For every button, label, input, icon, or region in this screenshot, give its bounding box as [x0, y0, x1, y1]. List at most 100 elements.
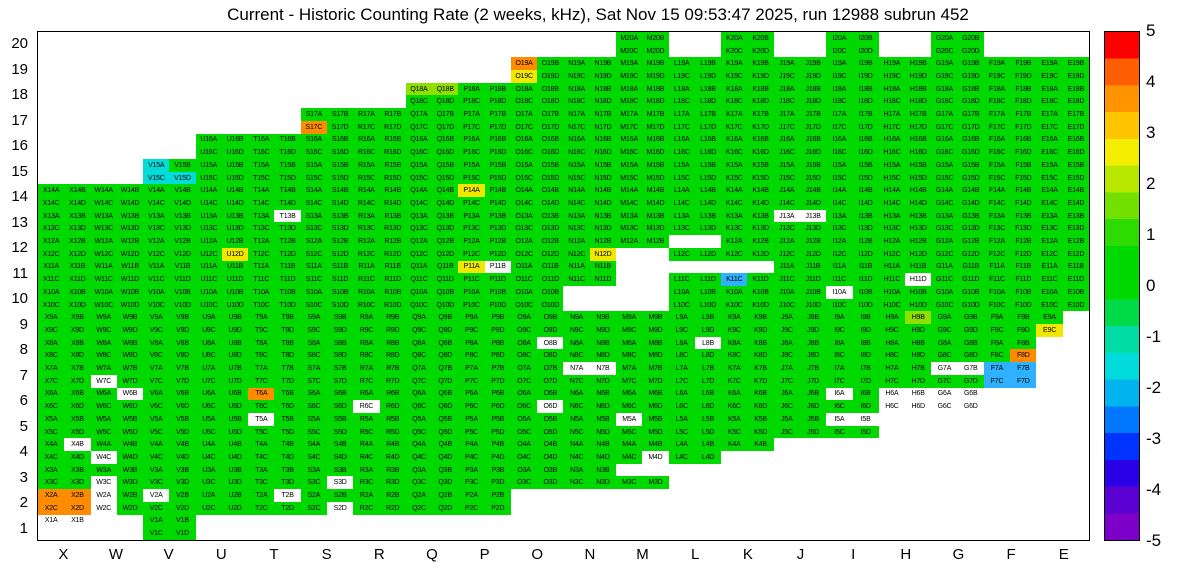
module-cell-G20: G20A G20B G20C G20D	[931, 32, 984, 58]
channel-bin: X5B	[64, 412, 91, 426]
channel-bin: E16A	[1036, 133, 1063, 147]
channel-bin: M5A	[616, 412, 643, 426]
module-cell-H13: H13A H13B H13C H13D	[878, 209, 932, 236]
channel-bin: T11A	[248, 260, 275, 274]
channel-bin: K10A	[721, 285, 748, 299]
channel-bin: X4B	[64, 438, 91, 452]
module-cell-X8: X8A X8B X8C X8D	[38, 336, 91, 363]
channel-bin: G18A	[931, 82, 958, 96]
channel-bin: U7C	[195, 374, 222, 388]
module-cell-P9: P9A P9B P9C P9D	[458, 311, 511, 337]
channel-bin: S14A	[300, 184, 328, 198]
channel-bin: L12D	[694, 247, 722, 261]
channel-bin: T8D	[274, 349, 301, 363]
channel-bin: F14A	[983, 184, 1011, 198]
channel-bin: N14B	[589, 184, 617, 198]
channel-bin: U5A	[195, 412, 222, 426]
channel-bin: L17C	[668, 120, 695, 134]
channel-bin: F13B	[1010, 209, 1037, 223]
channel-bin: T6D	[274, 400, 301, 413]
module-cell-N4: N4A N4B N4C N4D	[563, 438, 617, 464]
channel-bin: F18D	[1010, 95, 1037, 109]
x-axis-label: R	[373, 546, 385, 563]
channel-bin: O14A	[510, 184, 538, 198]
module-cell-L16: L16A L16B L16C L16D	[668, 133, 722, 159]
module-cell-K10: K10A K10B K10C K10D	[721, 285, 774, 312]
channel-bin: W10A	[90, 285, 117, 299]
channel-bin: I19A	[826, 57, 853, 71]
channel-bin: L5C	[668, 425, 695, 439]
channel-bin: J9C	[773, 324, 800, 337]
channel-bin: V5C	[143, 425, 170, 439]
channel-bin: O13A	[510, 209, 538, 223]
channel-bin: W2A	[90, 489, 117, 502]
channel-bin: M14A	[616, 184, 643, 198]
module-cell-X3: X3A X3B X3C X3D	[38, 463, 91, 490]
module-cell-H16: H16A H16B H16C H16D	[878, 133, 932, 159]
channel-bin: M6D	[642, 400, 669, 413]
channel-bin: E17A	[1036, 108, 1063, 121]
channel-bin: L5D	[694, 425, 722, 439]
module-cell-S13: S13A S13B S13C S13D	[300, 209, 354, 236]
colorbar-tick-label: 0	[1146, 276, 1156, 295]
channel-bin: G9A	[931, 311, 958, 325]
channel-bin: O6B	[537, 387, 564, 401]
channel-bin: O8D	[537, 349, 564, 363]
module-cell-H14: H14A H14B H14C H14D	[878, 184, 932, 210]
channel-bin: G17A	[931, 108, 958, 121]
channel-bin: N16C	[563, 146, 590, 159]
channel-bin: N5C	[563, 425, 590, 439]
channel-bin: Q3C	[405, 476, 433, 490]
channel-bin: H6B	[905, 387, 932, 401]
module-cell-O10: O10A O10B O10C O10D	[510, 285, 564, 312]
channel-bin: M7D	[642, 374, 669, 388]
module-cell-T2: T2A T2B T2C T2D	[248, 489, 301, 515]
module-cell-J12: J12A J12B J12C J12D	[773, 235, 827, 261]
channel-bin: V7A	[143, 362, 170, 375]
channel-bin: U6D	[221, 400, 249, 413]
channel-bin: V6B	[169, 387, 196, 401]
module-cell-P18: P18A P18B P18C P18D	[458, 82, 511, 109]
module-cell-M14: M14A M14B M14C M14D	[616, 184, 669, 210]
channel-bin: X14D	[64, 197, 91, 210]
module-cell-G9: G9A G9B G9C G9D	[931, 311, 984, 337]
channel-bin: V9D	[169, 324, 196, 337]
module-cell-T16: T16A T16B T16C T16D	[248, 133, 301, 159]
channel-bin: L8B	[694, 336, 722, 350]
channel-bin: J17D	[799, 120, 827, 134]
channel-bin: T11B	[274, 260, 301, 274]
channel-bin: I11C	[826, 273, 853, 286]
channel-bin: J8B	[799, 336, 827, 350]
channel-bin: N11A	[563, 260, 590, 274]
module-cell-O6: O6A O6B O6C O6D	[510, 387, 564, 413]
channel-bin: P9A	[458, 311, 485, 325]
channel-bin: E14C	[1036, 197, 1063, 210]
channel-bin: H14C	[878, 197, 906, 210]
channel-bin: F12B	[1010, 235, 1037, 248]
module-cell-H6: H6A H6B H6C H6D	[878, 387, 932, 413]
channel-bin: L13D	[694, 222, 722, 236]
channel-bin: R10C	[353, 298, 380, 312]
channel-bin: I18C	[826, 95, 853, 109]
channel-bin: M15C	[616, 171, 643, 185]
channel-bin: N11C	[563, 273, 590, 286]
channel-bin: X10A	[38, 285, 65, 299]
channel-bin: S2C	[300, 501, 328, 515]
channel-bin: V7B	[169, 362, 196, 375]
channel-bin: E17D	[1062, 120, 1089, 134]
channel-bin: I17C	[826, 120, 853, 134]
colorbar-tick-label: 2	[1146, 174, 1156, 193]
channel-bin: S13C	[300, 222, 328, 236]
channel-bin: R10A	[353, 285, 380, 299]
channel-bin: T4D	[274, 451, 301, 464]
channel-bin: K20A	[721, 32, 748, 45]
channel-bin: N12A	[563, 235, 590, 248]
channel-bin: F15D	[1010, 171, 1037, 185]
channel-bin: J5B	[799, 412, 827, 426]
channel-bin: U14C	[195, 197, 222, 210]
channel-bin: F11C	[983, 273, 1011, 286]
channel-bin: Q11B	[432, 260, 459, 274]
channel-bin: L18A	[668, 82, 695, 96]
channel-bin: I19B	[852, 57, 879, 71]
